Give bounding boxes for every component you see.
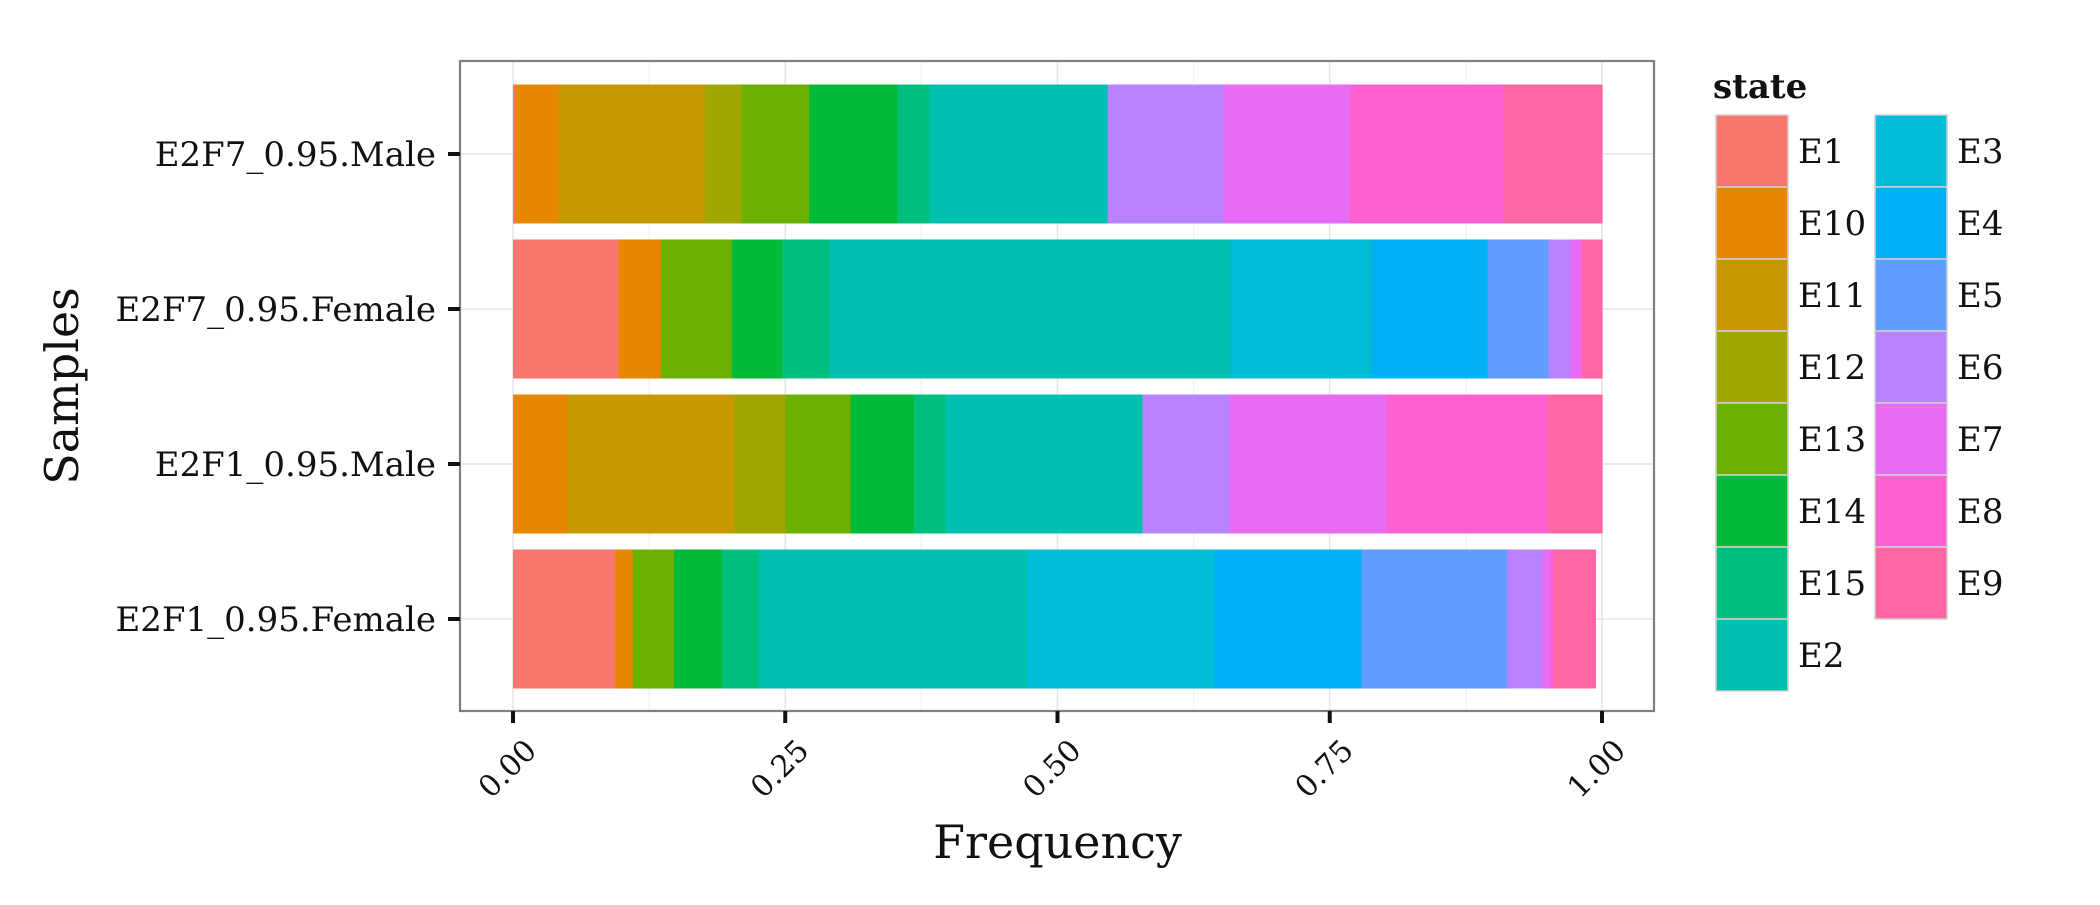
bar-segment-e8 — [1350, 84, 1505, 224]
x-tick-label: 0.25 — [744, 733, 816, 805]
bar-segment-e11 — [567, 394, 735, 534]
bar-segment-e4 — [1214, 549, 1362, 689]
legend-key-e12 — [1715, 330, 1789, 404]
bar-segment-e5 — [1487, 239, 1550, 379]
bar-segment-e6 — [1107, 84, 1225, 224]
bar-segment-e12 — [704, 84, 743, 224]
legend-title: state — [1713, 67, 1807, 107]
bar-segment-e7 — [1542, 549, 1552, 689]
legend-key-e8 — [1874, 474, 1948, 548]
bar-segment-e14 — [731, 239, 783, 379]
bar-segment-e6 — [1142, 394, 1231, 534]
legend-label: E3 — [1957, 132, 2003, 172]
legend-key-e13 — [1715, 402, 1789, 476]
bar-segment-e12 — [734, 394, 786, 534]
bar-segment-e10 — [513, 394, 569, 534]
legend-label: E9 — [1957, 564, 2003, 604]
bar-segment-e3 — [1027, 549, 1215, 689]
bar-segment-e13 — [741, 84, 810, 224]
bar-segment-e7 — [1229, 394, 1387, 534]
bar-segment-e15 — [897, 84, 930, 224]
bar-segment-e10 — [618, 239, 662, 379]
legend-label: E13 — [1798, 420, 1866, 460]
legend-label: E10 — [1798, 204, 1866, 244]
bar-segment-e6 — [1548, 239, 1572, 379]
legend-label: E5 — [1957, 276, 2003, 316]
legend-key-e10 — [1715, 186, 1789, 260]
legend-key-e6 — [1874, 330, 1948, 404]
bar-segment-e14 — [850, 394, 915, 534]
x-axis-title: Frequency — [933, 815, 1182, 869]
bar-segment-e2 — [945, 394, 1144, 534]
x-tick-label: 0.50 — [1016, 733, 1088, 805]
bar-segment-e1 — [513, 239, 620, 379]
legend-key-e4 — [1874, 186, 1948, 260]
bar-segment-e1 — [513, 84, 516, 224]
bar-segment-e14 — [809, 84, 899, 224]
x-tick-label: 0.75 — [1289, 733, 1361, 805]
legend-label: E6 — [1957, 348, 2003, 388]
bar-segment-e7 — [1570, 239, 1582, 379]
y-tick-label: E2F1_0.95.Female — [115, 600, 436, 640]
bar-segment-e3 — [1230, 239, 1373, 379]
bar-segment-e8 — [1550, 549, 1555, 689]
bar-segment-e10 — [515, 84, 560, 224]
bar-segment-e7 — [1224, 84, 1352, 224]
bar-segment-e2 — [928, 84, 1109, 224]
legend-label: E2 — [1798, 636, 1844, 676]
legend-label: E14 — [1798, 492, 1866, 532]
bar-segment-e15 — [913, 394, 946, 534]
legend-key-e3 — [1874, 114, 1948, 188]
legend-key-e14 — [1715, 474, 1789, 548]
legend-label: E4 — [1957, 204, 2003, 244]
bar-segment-e15 — [781, 239, 830, 379]
legend-key-e9 — [1874, 546, 1948, 620]
bar-segment-e13 — [632, 549, 675, 689]
bar-segment-e5 — [1361, 549, 1508, 689]
x-tick-label: 1.00 — [1561, 733, 1633, 805]
bar-segment-e1 — [513, 549, 616, 689]
bar-segment-e15 — [722, 549, 760, 689]
legend-label: E1 — [1798, 132, 1844, 172]
y-tick-label: E2F7_0.95.Male — [155, 135, 436, 175]
bar-segments — [513, 84, 1603, 689]
legend-label: E12 — [1798, 348, 1866, 388]
legend-label: E7 — [1957, 420, 2003, 460]
legend: state E1 E10 E11 E12 E13 E14 E15 E2 E3 E4 E5 E6 E7 E8… — [1713, 67, 2003, 692]
x-tick-label: 0.00 — [472, 733, 544, 805]
bar-segment-e9 — [1547, 394, 1603, 534]
bar-segment-e13 — [785, 394, 852, 534]
legend-key-e1 — [1715, 114, 1789, 188]
bar-segment-e4 — [1372, 239, 1489, 379]
bar-segment-e10 — [615, 549, 634, 689]
bar-segment-e2 — [828, 239, 1232, 379]
legend-label: E11 — [1798, 276, 1866, 316]
bar-segment-e13 — [661, 239, 733, 379]
y-axis-title: Samples — [35, 287, 89, 485]
legend-key-e7 — [1874, 402, 1948, 476]
bar-segment-e9 — [1503, 84, 1603, 224]
bar-segment-e11 — [558, 84, 706, 224]
legend-key-e11 — [1715, 258, 1789, 332]
y-tick-label: E2F7_0.95.Female — [115, 290, 436, 330]
legend-label: E15 — [1798, 564, 1866, 604]
bar-segment-e8 — [1386, 394, 1549, 534]
bar-segment-e2 — [759, 549, 1028, 689]
legend-key-e5 — [1874, 258, 1948, 332]
bar-segment-e9 — [1554, 549, 1597, 689]
y-tick-label: E2F1_0.95.Male — [155, 445, 436, 485]
bar-segment-e6 — [1507, 549, 1543, 689]
legend-key-e2 — [1715, 618, 1789, 692]
legend-key-e15 — [1715, 546, 1789, 620]
bar-segment-e14 — [674, 549, 723, 689]
legend-label: E8 — [1957, 492, 2003, 532]
bar-segment-e9 — [1581, 239, 1603, 379]
